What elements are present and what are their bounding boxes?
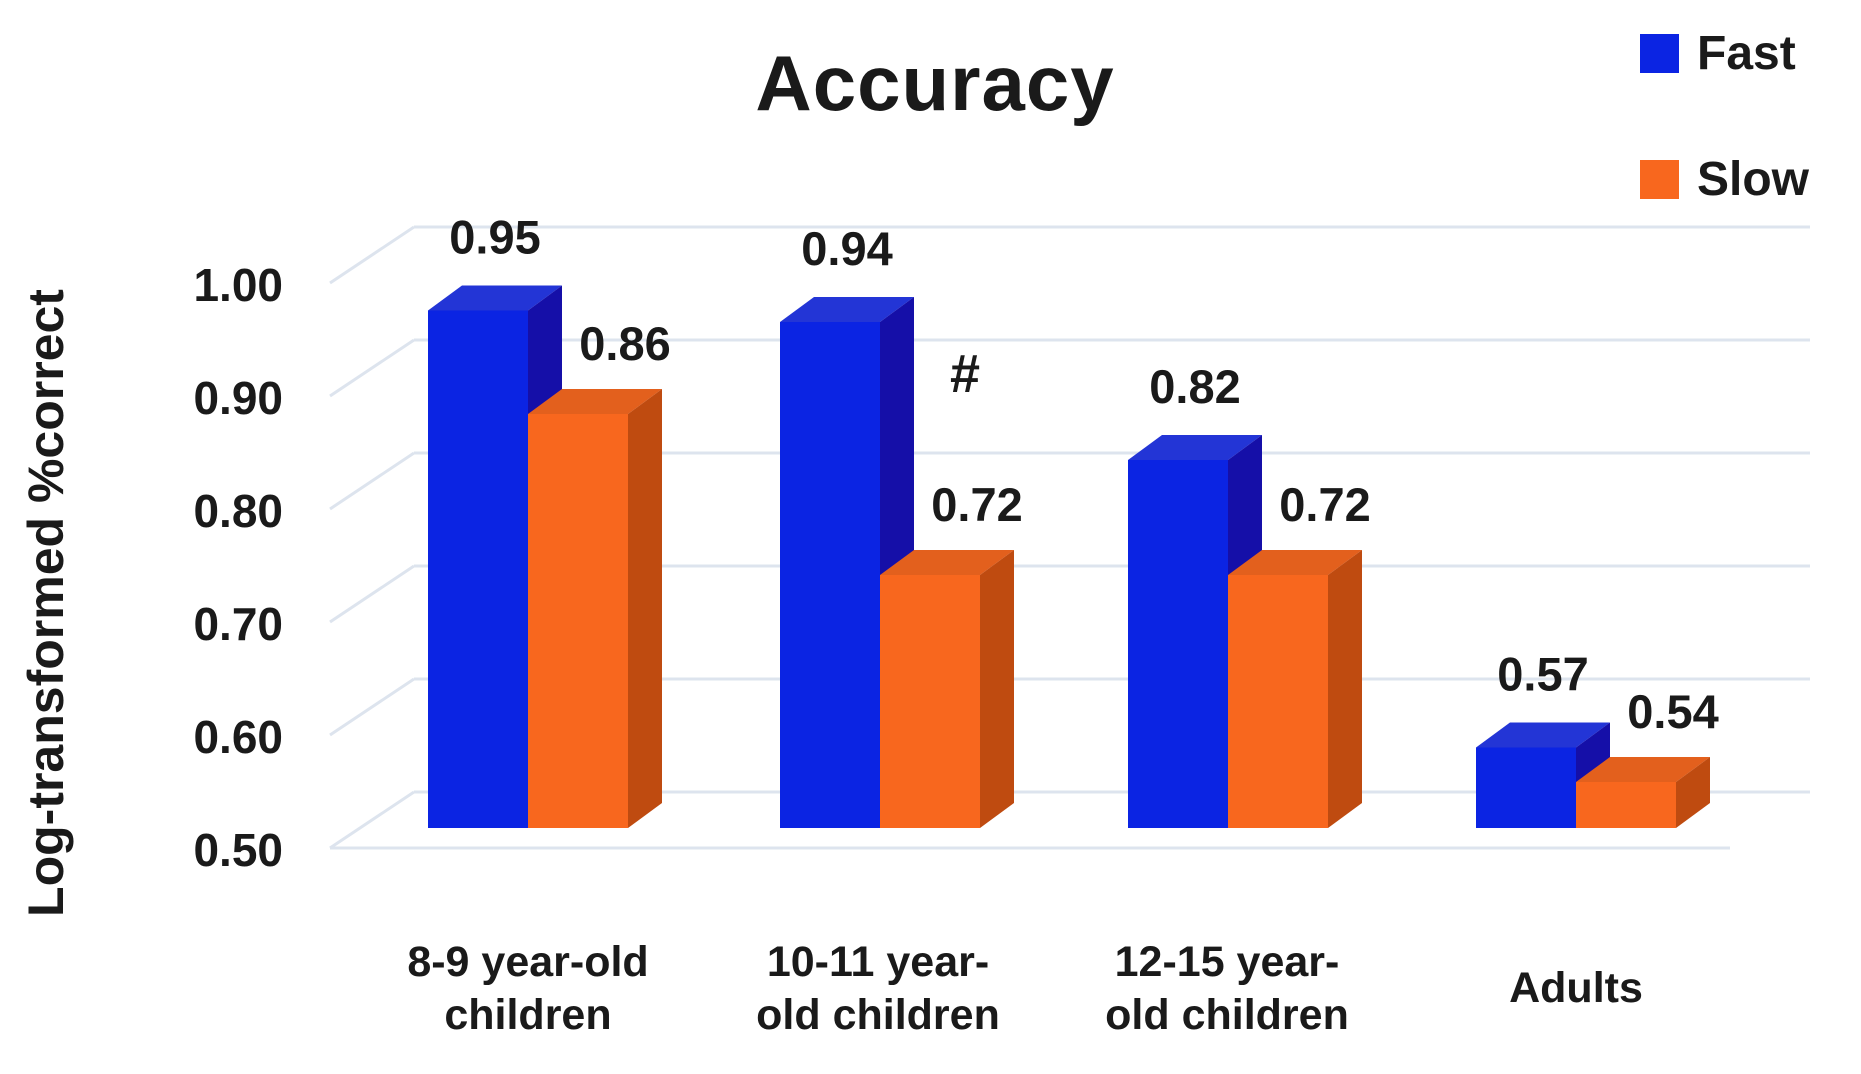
slow-bar[interactable] <box>1576 782 1676 828</box>
fast-legend-swatch-icon <box>1640 34 1679 73</box>
gridline-depth-segment <box>329 790 415 850</box>
y-tick-label: 0.80 <box>193 485 283 537</box>
fast-bar[interactable] <box>1128 460 1228 828</box>
legend-item-fast: Fast <box>1640 26 1796 81</box>
legend-item-slow: Slow <box>1640 152 1809 207</box>
slow-data-label: 0.72 <box>931 478 1022 531</box>
slow-legend-swatch-icon <box>1640 160 1679 199</box>
fast-bar[interactable] <box>428 310 528 829</box>
slow-bar[interactable] <box>880 575 980 828</box>
slow-bar-top-face[interactable] <box>880 550 1014 575</box>
slow-bar-side-face[interactable] <box>1328 550 1362 828</box>
gridline-depth-segment <box>329 677 415 737</box>
gridline-depth-segment <box>329 225 415 285</box>
slow-bar-top-face[interactable] <box>528 389 662 414</box>
gridline-depth-segment <box>329 338 415 398</box>
y-tick-label: 0.60 <box>193 711 283 763</box>
category-label-8-9: 8-9 year-old children <box>407 938 649 1039</box>
slow-bar-top-face[interactable] <box>1576 757 1710 782</box>
fast-bar-top-face[interactable] <box>780 297 914 322</box>
legend-label-fast: Fast <box>1697 27 1796 80</box>
slow-bar[interactable] <box>528 414 628 828</box>
chart-title: Accuracy <box>755 39 1115 127</box>
y-tick-label: 0.90 <box>193 372 283 424</box>
fast-bar[interactable] <box>780 322 880 828</box>
slow-bar-side-face[interactable] <box>980 550 1014 828</box>
y-tick-label: 0.50 <box>193 824 283 876</box>
category-label-12-15: 12-15 year-old children <box>1105 938 1349 1039</box>
fast-data-label: 0.95 <box>449 211 540 264</box>
legend-label-slow: Slow <box>1697 153 1810 206</box>
slow-data-label: 0.72 <box>1279 478 1370 531</box>
fast-bar-top-face[interactable] <box>428 285 562 311</box>
category-label-adults: Adults <box>1509 964 1643 1012</box>
fast-bar-top-face[interactable] <box>1128 435 1262 460</box>
fast-bar[interactable] <box>1476 747 1576 829</box>
slow-bar[interactable] <box>1228 575 1328 828</box>
significance-annotation: # <box>950 344 980 404</box>
slow-bar-top-face[interactable] <box>1228 550 1362 575</box>
gridline-depth-segment <box>329 564 415 624</box>
y-tick-label: 0.70 <box>193 598 283 650</box>
fast-data-label: 0.94 <box>801 222 892 275</box>
category-label-10-11: 10-11 year-old children <box>756 938 1000 1039</box>
slow-data-label: 0.86 <box>579 317 670 370</box>
slow-data-label: 0.54 <box>1627 685 1718 738</box>
fast-bar-top-face[interactable] <box>1476 722 1610 748</box>
slow-bar-side-face[interactable] <box>1676 757 1710 828</box>
fast-data-label: 0.57 <box>1497 648 1588 701</box>
gridline-depth-segment <box>329 451 415 511</box>
y-tick-label: 1.00 <box>193 259 283 311</box>
slow-bar-side-face[interactable] <box>628 389 662 828</box>
fast-data-label: 0.82 <box>1149 360 1240 413</box>
